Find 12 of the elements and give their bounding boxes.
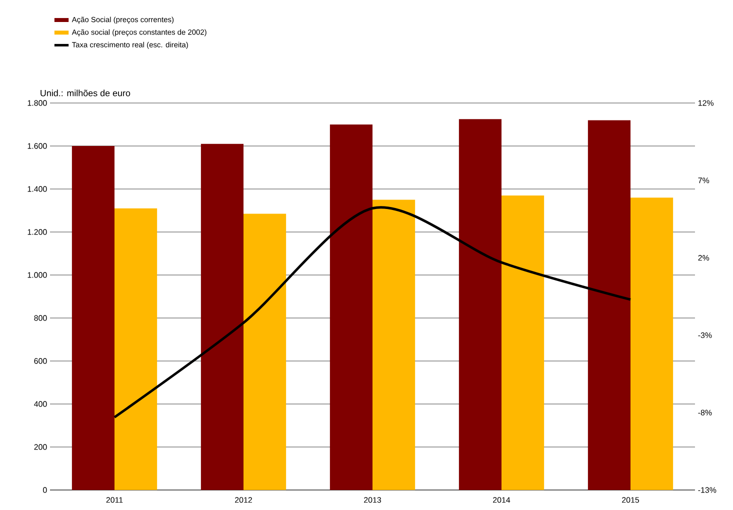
bar xyxy=(502,195,544,490)
bar xyxy=(588,120,631,490)
bar xyxy=(630,198,674,490)
bar xyxy=(114,208,158,490)
line-series xyxy=(113,206,632,418)
text: Unid.: milhões de euro xyxy=(40,90,130,96)
bar xyxy=(72,146,114,490)
bar xyxy=(372,200,416,490)
bar xyxy=(244,214,286,490)
bar xyxy=(330,124,373,490)
bar xyxy=(200,144,244,490)
bar xyxy=(458,119,502,490)
